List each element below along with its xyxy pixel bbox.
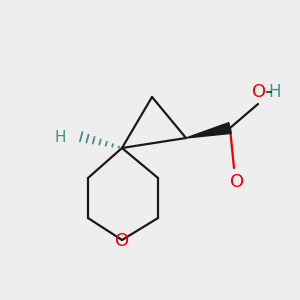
Text: O: O — [230, 173, 244, 191]
Text: H: H — [55, 130, 66, 145]
Text: O: O — [252, 83, 266, 101]
Text: O: O — [115, 232, 129, 250]
Polygon shape — [186, 123, 231, 138]
Text: H: H — [269, 83, 281, 101]
